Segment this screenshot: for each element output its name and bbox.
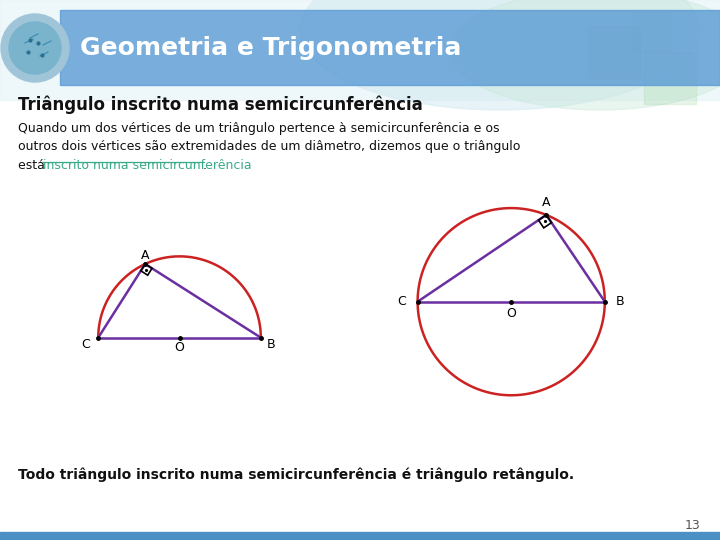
Circle shape [1, 14, 69, 82]
Bar [0, 0, 720, 100]
Text: O: O [506, 307, 516, 320]
Text: A: A [141, 249, 150, 262]
Ellipse shape [300, 0, 700, 110]
Text: B: B [616, 295, 624, 308]
Text: outros dois vértices são extremidades de um diâmetro, dizemos que o triângulo: outros dois vértices são extremidades de… [18, 140, 521, 153]
Text: A: A [542, 196, 551, 209]
Bar [632, 12, 672, 52]
Text: .: . [203, 159, 207, 172]
Bar [588, 26, 640, 78]
Ellipse shape [450, 0, 720, 110]
Bar [0, 532, 720, 540]
Text: B: B [267, 338, 276, 350]
Text: 13: 13 [684, 519, 700, 532]
Bar [60, 10, 720, 85]
Circle shape [9, 22, 61, 74]
Text: está: está [18, 159, 49, 172]
Text: inscrito numa semicircunferência: inscrito numa semicircunferência [43, 159, 251, 172]
Text: O: O [174, 341, 184, 354]
Text: Triângulo inscrito numa semicircunferência: Triângulo inscrito numa semicircunferênc… [18, 95, 423, 113]
Text: C: C [397, 295, 406, 308]
Bar [644, 52, 696, 104]
Text: Todo triângulo inscrito numa semicircunferência é triângulo retângulo.: Todo triângulo inscrito numa semicircunf… [18, 468, 574, 483]
Text: C: C [81, 338, 91, 350]
Text: Geometria e Trigonometria: Geometria e Trigonometria [80, 36, 462, 60]
Text: Quando um dos vértices de um triângulo pertence à semicircunferência e os: Quando um dos vértices de um triângulo p… [18, 122, 500, 135]
